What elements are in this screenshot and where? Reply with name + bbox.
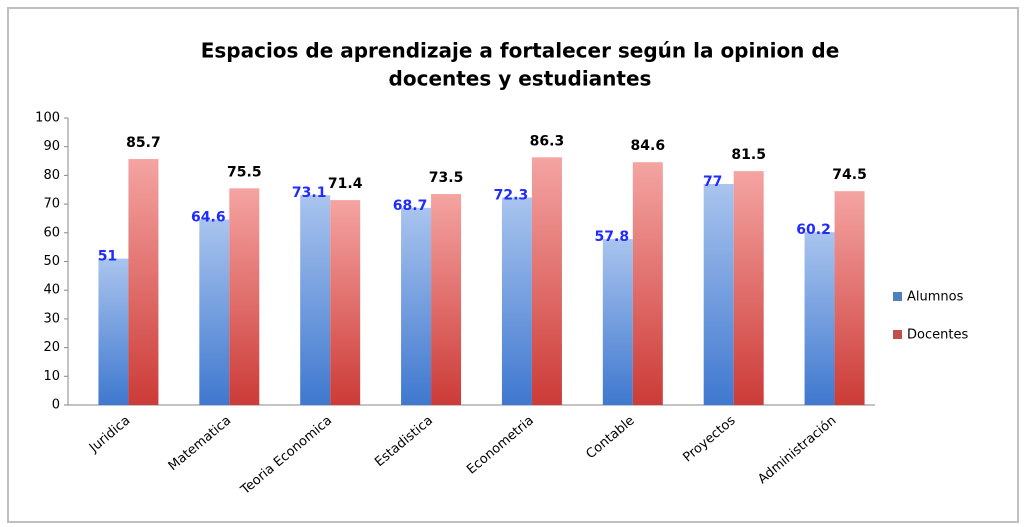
- bar: [229, 188, 260, 405]
- bar: [501, 197, 532, 405]
- bar: [128, 159, 159, 405]
- value-label: 60.2: [796, 222, 831, 238]
- bar: [531, 157, 562, 405]
- bar: [632, 162, 663, 405]
- bar: [733, 171, 764, 405]
- legend-swatch: [893, 292, 902, 301]
- bar: [602, 239, 633, 405]
- value-label: 73.1: [292, 185, 327, 201]
- bar: [199, 219, 230, 405]
- chart-title: docentes y estudiantes: [389, 67, 652, 91]
- value-label: 68.7: [393, 198, 428, 214]
- y-tick-label: 20: [43, 340, 60, 355]
- value-label: 81.5: [731, 147, 766, 163]
- value-label: 71.4: [328, 176, 363, 192]
- value-label: 72.3: [494, 187, 529, 203]
- value-label: 51: [98, 249, 117, 265]
- y-tick-label: 100: [35, 111, 60, 126]
- bar: [834, 191, 865, 405]
- y-tick-label: 30: [43, 311, 60, 326]
- bar: [804, 232, 835, 405]
- value-label: 75.5: [227, 164, 262, 180]
- value-label: 64.6: [191, 210, 226, 226]
- value-label: 74.5: [832, 167, 867, 183]
- y-tick-label: 0: [52, 398, 60, 413]
- y-tick-label: 90: [43, 139, 60, 154]
- bar: [401, 207, 432, 405]
- bar: [300, 195, 331, 405]
- value-label: 57.8: [595, 229, 630, 245]
- y-tick-label: 70: [43, 197, 60, 212]
- legend-label: Docentes: [907, 328, 968, 343]
- value-label: 84.6: [631, 138, 666, 154]
- bar: [98, 258, 129, 405]
- legend-label: Alumnos: [907, 290, 964, 305]
- value-label: 73.5: [429, 170, 464, 186]
- y-tick-label: 80: [43, 168, 60, 183]
- value-label: 85.7: [126, 135, 161, 151]
- value-label: 77: [703, 174, 722, 190]
- bar: [431, 194, 462, 405]
- y-tick-label: 60: [43, 225, 60, 240]
- bar: [703, 184, 734, 405]
- y-tick-label: 50: [43, 254, 60, 269]
- chart-title: Espacios de aprendizaje a fortalecer seg…: [201, 39, 840, 63]
- y-tick-label: 10: [43, 369, 60, 384]
- value-label: 86.3: [530, 133, 565, 149]
- bar: [330, 200, 361, 405]
- y-tick-label: 40: [43, 283, 60, 298]
- legend-swatch: [893, 330, 902, 339]
